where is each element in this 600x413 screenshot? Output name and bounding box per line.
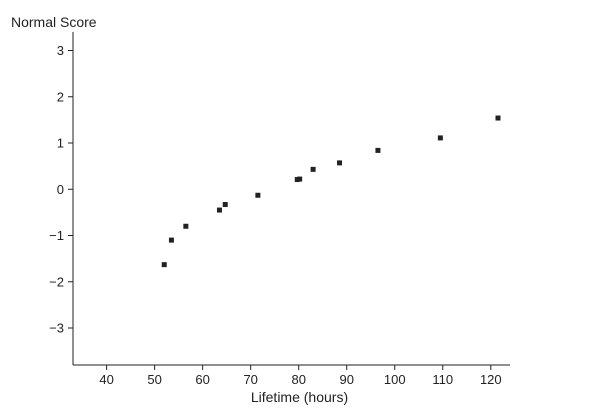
data-point [495,115,501,121]
data-point [437,135,443,141]
x-tick-label: 120 [480,372,502,387]
data-point [183,223,189,229]
x-tick-label: 40 [99,372,113,387]
data-point [161,262,167,268]
y-tick-label: 1 [57,136,64,151]
y-tick-label: −3 [49,321,64,336]
data-point [375,147,381,153]
y-tick-label: 0 [57,182,64,197]
y-tick-label: 3 [57,43,64,58]
x-tick-label: 70 [243,372,257,387]
x-tick-label: 100 [384,372,406,387]
x-tick-label: 90 [339,372,353,387]
y-axis-title: Normal Score [11,14,97,30]
data-point [337,160,343,166]
y-axis-ticks: 3 2 1 0 −1 −2 −3 [49,43,73,336]
x-tick-label: 110 [432,372,453,387]
data-point [297,176,303,182]
y-tick-label: −2 [49,274,64,289]
x-tick-label: 60 [195,372,209,387]
data-points [161,115,501,268]
y-tick-label: −1 [49,228,64,243]
data-point [216,207,222,213]
axes [72,32,510,366]
x-axis-ticks: 40 50 60 70 80 90 100 110 120 [99,365,502,387]
y-tick-label: 2 [57,89,64,104]
x-axis-title: Lifetime (hours) [251,389,348,405]
x-tick-label: 80 [291,372,305,387]
data-point [222,202,228,208]
data-point [310,166,316,172]
data-point [255,192,261,198]
x-tick-label: 50 [147,372,161,387]
data-point [168,237,174,243]
